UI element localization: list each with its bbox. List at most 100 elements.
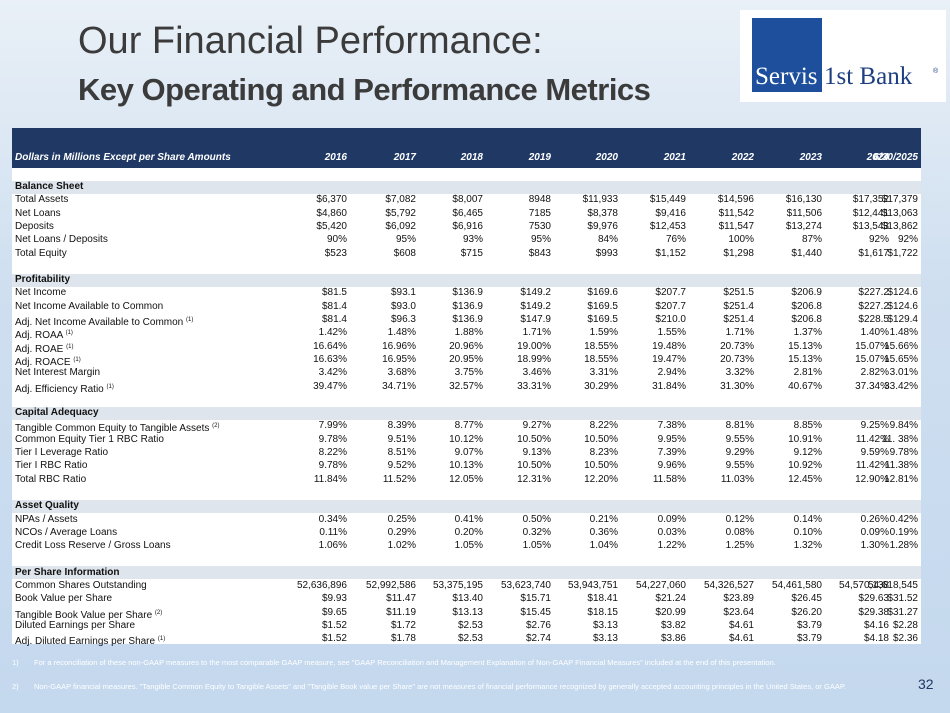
header-cell: 2022	[731, 152, 754, 163]
page-number: 32	[918, 676, 934, 692]
value-cell: $169.5	[587, 314, 618, 325]
value-cell: 8948	[528, 194, 551, 206]
value-cell: $12,441	[852, 207, 889, 219]
value-cell: $228.5	[858, 314, 889, 325]
row-label: Total Equity	[15, 247, 67, 259]
value-cell: 8.81%	[725, 420, 754, 432]
value-cell: 92%	[868, 234, 889, 246]
value-cell: 20.73%	[720, 340, 754, 352]
row-label: Tangible Common Equity to Tangible Asset…	[15, 420, 220, 435]
value-cell: 52,992,586	[365, 580, 416, 591]
value-cell: $3.79	[796, 633, 822, 645]
value-cell: 53,375,195	[432, 580, 483, 591]
row-label: Credit Loss Reserve / Gross Loans	[15, 540, 171, 552]
value-cell: 3.68%	[387, 367, 416, 379]
value-cell: 19.48%	[652, 340, 686, 352]
value-cell: $1.52	[321, 619, 347, 631]
value-cell: 12.05%	[449, 473, 483, 485]
header-cell: 6/30/2025	[873, 152, 919, 163]
value-cell: 1.04%	[589, 540, 618, 552]
row-label: Adj. Net Income Available to Common (1)	[15, 314, 193, 329]
value-cell: $81.5	[321, 287, 347, 299]
value-cell: 1.22%	[657, 540, 686, 552]
value-cell: $3.86	[660, 633, 686, 645]
row-label: Common Shares Outstanding	[15, 580, 147, 591]
value-cell: $6,370	[316, 194, 347, 206]
footnote-number: 1)	[12, 658, 19, 667]
label-text: Adj. Net Income Available to Common	[15, 317, 184, 328]
value-cell: 10.13%	[449, 460, 483, 472]
value-cell: $17,379	[881, 194, 918, 206]
label-text: Adj. Efficiency Ratio	[15, 383, 104, 395]
value-cell: $843	[528, 247, 551, 259]
row-label: Tangible Book Value per Share (2)	[15, 607, 162, 622]
footnote-ref: (1)	[106, 383, 114, 390]
label-text: Adj. ROAE	[15, 343, 64, 355]
header-cell: 2023	[799, 152, 822, 163]
value-cell: $206.8	[791, 314, 822, 325]
value-cell: 1.25%	[725, 540, 754, 552]
value-cell: $8,007	[452, 194, 483, 206]
value-cell: 0.42%	[889, 513, 918, 525]
value-cell: 9.84%	[889, 420, 918, 432]
value-cell: $1,152	[655, 247, 686, 259]
section-title: Capital Adequacy	[15, 407, 99, 419]
value-cell: 8.22%	[589, 420, 618, 432]
label-text: Tangible Book Value per Share	[15, 609, 153, 621]
row-label: Common Equity Tier 1 RBC Ratio	[15, 433, 164, 445]
row-label: NPAs / Assets	[15, 513, 78, 525]
value-cell: $81.4	[321, 314, 347, 325]
header-cell: Dollars in Millions Except per Share Amo…	[15, 152, 231, 163]
value-cell: 15.07%	[855, 353, 889, 365]
value-cell: 1.06%	[318, 540, 347, 552]
value-cell: 54,227,060	[635, 580, 686, 591]
footnote-ref: (1)	[73, 356, 81, 363]
value-cell: 30.29%	[584, 380, 618, 392]
value-cell: 9.59%	[860, 447, 889, 458]
value-cell: 1.71%	[522, 327, 551, 339]
header-cell: 2020	[595, 152, 618, 163]
row-label: Total RBC Ratio	[15, 473, 87, 485]
value-cell: 87%	[801, 234, 822, 246]
row-label: Deposits	[15, 220, 54, 232]
value-cell: 10.91%	[788, 433, 822, 445]
value-cell: 7.39%	[657, 447, 686, 458]
value-cell: 54,461,580	[771, 580, 822, 591]
value-cell: $23.64	[723, 606, 754, 618]
value-cell: 76%	[665, 234, 686, 246]
value-cell: 0.32%	[522, 526, 551, 538]
value-cell: $7,082	[385, 194, 416, 206]
value-cell: $227.2	[858, 287, 889, 299]
value-cell: 31.84%	[652, 380, 686, 392]
value-cell: $124.6	[887, 300, 918, 312]
value-cell: $6,465	[452, 207, 483, 219]
value-cell: 11.42%	[855, 433, 889, 445]
value-cell: 9.25%	[860, 420, 889, 432]
value-cell: 0.12%	[725, 513, 754, 525]
value-cell: $1,722	[887, 247, 918, 259]
value-cell: 20.95%	[449, 353, 483, 365]
value-cell: 11.42%	[855, 460, 889, 472]
row-label: Net Loans	[15, 207, 61, 219]
row-label: Tier I Leverage Ratio	[15, 447, 109, 458]
value-cell: 2.94%	[657, 367, 686, 379]
value-cell: 20.96%	[449, 340, 483, 352]
value-cell: 11.84%	[313, 473, 347, 485]
value-cell: $136.9	[452, 314, 483, 325]
value-cell: 11.52%	[382, 473, 416, 485]
value-cell: 11. 38%	[882, 433, 918, 445]
logo-text: 1st Bank	[824, 63, 913, 90]
value-cell: $4.18	[863, 633, 889, 645]
value-cell: $206.9	[791, 287, 822, 299]
value-cell: 9.78%	[889, 447, 918, 458]
value-cell: $5,420	[316, 220, 347, 232]
value-cell: $81.4	[321, 300, 347, 312]
value-cell: $210.0	[655, 314, 686, 325]
value-cell: $136.9	[452, 300, 483, 312]
value-cell: $993	[595, 247, 618, 259]
header-cell: 2017	[393, 152, 416, 163]
value-cell: $2.53	[457, 619, 483, 631]
value-cell: 15.65%	[884, 353, 918, 365]
footnote-text: Non-GAAP financial measures. "Tangible C…	[34, 682, 846, 691]
value-cell: $15,449	[649, 194, 686, 206]
